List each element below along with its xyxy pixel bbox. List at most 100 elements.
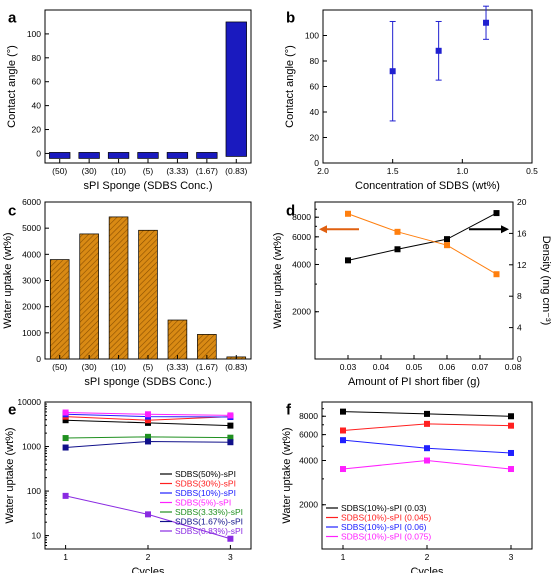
x-tick-label: (0.83) xyxy=(225,166,247,176)
data-point xyxy=(340,427,346,434)
y-tick-label: 1000 xyxy=(22,328,41,338)
bar xyxy=(107,152,130,159)
data-point xyxy=(227,422,234,429)
bar xyxy=(166,152,189,159)
x-tick-label: 0.05 xyxy=(406,362,423,372)
panel-label-c: c xyxy=(8,202,16,219)
bar xyxy=(137,152,159,159)
y-tick-label: 4000 xyxy=(299,455,318,465)
y-tick-label: 4000 xyxy=(292,259,311,269)
x-tick-label: (50) xyxy=(52,362,67,372)
data-point xyxy=(444,242,450,249)
x-tick-label: 0.08 xyxy=(505,362,522,372)
y-tick-label: 2000 xyxy=(22,302,41,312)
legend: SDBS(10%)-sPI (0.03)SDBS(10%)-sPI (0.045… xyxy=(326,503,431,542)
legend-label: SDBS(0.83%)-sPI xyxy=(175,526,243,536)
y-tick-label: 0 xyxy=(36,354,41,364)
y-tick-label: 0 xyxy=(36,148,41,158)
panel-label-d: d xyxy=(286,202,295,219)
data-point xyxy=(145,511,151,518)
y-tick-label: 6000 xyxy=(299,430,318,440)
x-axis-label: sPI Sponge (SDBS Conc.) xyxy=(83,180,212,192)
y-tick-label: 100 xyxy=(305,31,319,41)
data-point xyxy=(508,449,514,456)
x-tick-label: (5) xyxy=(143,166,154,176)
data-point xyxy=(508,422,514,429)
y-tick-label: 8000 xyxy=(299,411,318,421)
data-point xyxy=(508,413,514,420)
x-tick-label: 2.0 xyxy=(317,166,329,176)
data-point xyxy=(62,492,69,499)
x-tick-label: 0.03 xyxy=(340,362,357,372)
panel-f: 1 2 3 2000 4000 6000 8000 SDBS(10%)-sPI (0.03)S… xyxy=(281,401,533,573)
data-point xyxy=(62,417,69,424)
plot-frame xyxy=(314,201,514,360)
x-tick-label: 1.5 xyxy=(387,166,399,176)
x-tick-label: 1 xyxy=(341,552,346,562)
data-point xyxy=(424,420,430,427)
y-tick-label: 40 xyxy=(32,101,42,111)
y-tick-label: 3000 xyxy=(22,276,41,286)
x-tick-label: (1.67) xyxy=(196,166,218,176)
legend-label: SDBS(10%)-sPI xyxy=(175,488,236,498)
y-tick-label: 10000 xyxy=(17,397,41,407)
data-point xyxy=(340,466,346,473)
bar xyxy=(79,233,99,360)
legend-label: SDBS(30%)-sPI xyxy=(175,479,236,489)
panel-b: 0 20 40 60 80 100 2.0 1.5 1.0 0.5 Concentration of… xyxy=(284,5,538,192)
bar xyxy=(138,229,158,360)
y-right-tick-label: 20 xyxy=(517,197,527,207)
y-tick-label: 4000 xyxy=(22,249,41,259)
y-tick-label: 5000 xyxy=(22,223,41,233)
y-tick-label: 60 xyxy=(310,82,320,92)
legend-label: SDBS(50%)-sPI xyxy=(175,469,236,479)
bar xyxy=(49,259,70,360)
x-tick-label: 1 xyxy=(63,552,68,562)
data-point xyxy=(493,210,500,217)
panel-a: 0 20 40 60 80 100 (50) (30) (10) (5) (3.33) (1.67) (… xyxy=(6,9,252,192)
y-tick-label: 0 xyxy=(314,158,319,168)
y-tick-label: 6000 xyxy=(292,232,311,242)
bar xyxy=(167,319,188,360)
bar xyxy=(225,21,247,157)
y-tick-label: 2000 xyxy=(299,500,318,510)
series-line xyxy=(347,213,497,275)
y-tick-label: 100 xyxy=(27,486,41,496)
x-tick-label: 2 xyxy=(425,552,430,562)
y-tick-label: 10 xyxy=(32,531,42,541)
legend-label: SDBS(5%)-sPI xyxy=(175,498,231,508)
x-axis-label: Cycles xyxy=(410,566,444,573)
x-axis-label: Concentration of SDBS (wt%) xyxy=(355,180,500,192)
legend-label: SDBS(10%)-sPI (0.06) xyxy=(341,522,427,532)
data-point xyxy=(227,434,234,441)
x-tick-label: (3.33) xyxy=(166,166,188,176)
y-axis-label: Water uptake (wt%) xyxy=(2,232,14,328)
bar xyxy=(196,152,218,159)
legend-label: SDBS(10%)-sPI (0.075) xyxy=(341,532,431,542)
data-point xyxy=(389,68,396,75)
data-point xyxy=(345,210,351,217)
x-tick-label: (1.67) xyxy=(196,362,218,372)
data-point xyxy=(444,236,450,243)
panel-c: 0 1000 2000 3000 4000 5000 6000 (50) (30) (10) (5)… xyxy=(2,197,252,388)
plot-frame xyxy=(322,9,533,164)
y-tick-label: 20 xyxy=(310,133,320,143)
panel-label-e: e xyxy=(8,401,16,418)
y-tick-label: 2000 xyxy=(292,307,311,317)
data-point xyxy=(424,445,430,452)
x-tick-label: 0.5 xyxy=(526,166,538,176)
arrow-left-head xyxy=(319,225,327,234)
y-axis-label: Contact angle (°) xyxy=(284,45,296,128)
panel-d: 0.03 0.04 0.05 0.06 0.07 0.08 2000 4000 6000 8000… xyxy=(272,197,552,388)
data-point xyxy=(340,408,346,415)
panel-label-a: a xyxy=(8,9,17,26)
data-point xyxy=(62,435,69,442)
y-right-axis-label: Density (mg cm⁻³) xyxy=(540,236,552,326)
plot-frame xyxy=(44,9,252,164)
x-tick-label: (10) xyxy=(111,166,126,176)
data-point xyxy=(145,433,151,440)
x-tick-label: 3 xyxy=(509,552,514,562)
legend-label: SDBS(1.67%)-sPI xyxy=(175,517,243,527)
data-point xyxy=(424,410,430,417)
